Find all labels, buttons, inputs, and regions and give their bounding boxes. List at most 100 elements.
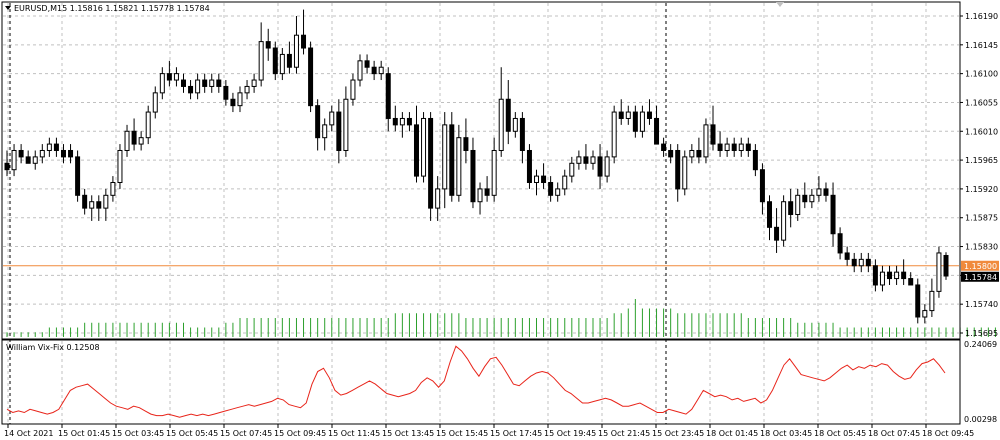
bear-candle (654, 117, 660, 145)
bull-candle (894, 271, 900, 280)
bull-candle (244, 85, 250, 94)
bull-candle (343, 98, 349, 151)
bear-candle (463, 137, 469, 151)
bid-price-tag (961, 271, 999, 282)
time-tick-label: 15 Oct 03:45 (112, 429, 164, 438)
time-tick-label: 15 Oct 05:45 (166, 429, 218, 438)
bear-candle (385, 73, 391, 119)
candles (4, 9, 949, 324)
bear-candle (336, 111, 342, 151)
time-tick-label: 15 Oct 11:45 (328, 429, 380, 438)
bear-candle (632, 111, 638, 132)
bear-candle (272, 47, 278, 75)
bull-candle (682, 156, 688, 190)
bear-candle (4, 162, 10, 171)
level-price-tag (961, 260, 999, 271)
main-pane-frame (1, 1, 961, 340)
bear-candle (887, 271, 893, 280)
bear-candle (188, 85, 194, 94)
bull-candle (576, 156, 582, 164)
bull-candle (32, 156, 38, 164)
indicator-min-label: 0.00298 (964, 415, 997, 424)
bull-candle (421, 117, 427, 177)
bull-candle (816, 188, 822, 196)
volume-bars (6, 299, 996, 337)
bull-candle (46, 143, 52, 151)
bull-candle (293, 34, 299, 68)
bull-candle (357, 60, 363, 81)
bull-candle (251, 79, 257, 87)
bull-candle (936, 252, 942, 292)
bull-candle (922, 310, 928, 318)
time-tick-label: 14 Oct 2021 (4, 429, 53, 438)
bull-candle (703, 124, 709, 158)
bull-candle (329, 111, 335, 126)
bull-candle (491, 149, 497, 196)
bull-candle (173, 73, 179, 81)
time-tick-label: 15 Oct 09:45 (274, 429, 326, 438)
bear-candle (837, 233, 843, 254)
time-tick-label: 18 Oct 05:45 (814, 429, 866, 438)
price-axis: 1.16190 1.16145 1.16100 1.16055 1.16010 1.159… (960, 12, 998, 338)
bear-candle (166, 73, 172, 81)
bear-candle (759, 169, 765, 203)
time-tick-label: 18 Oct 03:45 (760, 429, 812, 438)
bull-candle (604, 156, 610, 177)
bull-candle (152, 92, 158, 113)
bear-candle (788, 201, 794, 216)
main-grid (3, 3, 959, 338)
bear-candle (131, 130, 137, 145)
bear-candle (371, 66, 377, 75)
bear-candle (696, 149, 702, 158)
bull-candle (237, 92, 243, 107)
bull-candle (124, 130, 130, 151)
bear-candle (731, 143, 737, 151)
bull-candle (555, 188, 561, 196)
dropdown-triangle-icon[interactable] (5, 6, 11, 10)
bull-candle (562, 175, 568, 190)
bull-candle (795, 194, 801, 216)
bull-candle (138, 137, 144, 145)
price-tick-label: 1.15830 (965, 243, 998, 252)
bear-candle (449, 124, 455, 196)
bull-candle (103, 194, 109, 209)
shift-marker-icon[interactable] (776, 2, 784, 7)
bear-candle (53, 143, 59, 151)
bear-candle (484, 188, 490, 196)
bear-candle (75, 156, 81, 196)
bear-candle (901, 271, 907, 280)
bull-candle (117, 149, 123, 184)
bull-candle (512, 117, 518, 132)
bear-candle (823, 188, 829, 196)
bull-candle (498, 98, 504, 151)
bull-candle (89, 201, 95, 209)
vixfix-line (6, 345, 946, 418)
price-tick-label: 1.16190 (965, 12, 998, 21)
indicator-title: William Vix-Fix 0.12508 (6, 343, 100, 352)
price-tick-label: 1.16010 (965, 127, 998, 136)
bear-candle (541, 175, 547, 184)
bear-candle (668, 149, 674, 158)
bear-candle (406, 117, 412, 126)
bear-candle (618, 111, 624, 119)
price-tick-label: 1.16055 (965, 98, 998, 107)
bear-candle (428, 117, 434, 209)
bull-candle (590, 156, 596, 164)
time-tick-label: 15 Oct 07:45 (220, 429, 272, 438)
bull-candle (110, 182, 116, 196)
bear-candle (315, 105, 321, 139)
bull-candle (456, 137, 462, 196)
bear-candle (96, 201, 102, 209)
time-tick-label: 15 Oct 21:45 (598, 429, 650, 438)
time-tick-label: 18 Oct 07:45 (868, 429, 920, 438)
bull-candle (279, 53, 285, 75)
time-tick-label: 18 Oct 09:45 (922, 429, 974, 438)
bear-candle (844, 252, 850, 260)
bear-candle (943, 255, 949, 277)
bear-candle (82, 194, 88, 209)
bull-candle (611, 111, 617, 158)
symbol-info: EURUSD,M15 1.15816 1.15821 1.15778 1.157… (14, 4, 210, 13)
price-tick-label: 1.15920 (965, 185, 998, 194)
price-tick-label: 1.16145 (965, 41, 998, 50)
